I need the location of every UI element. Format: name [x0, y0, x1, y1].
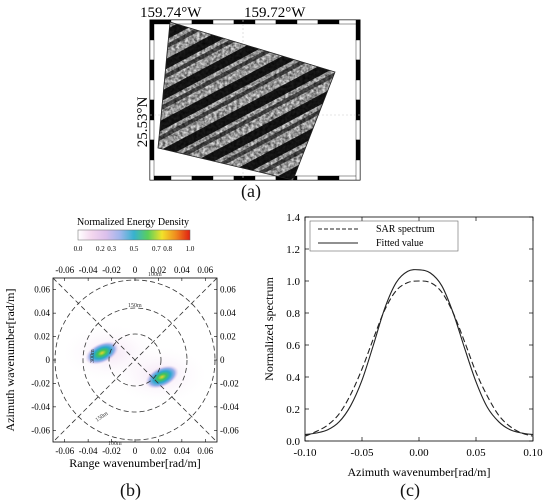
spectrum-xtick-top: 0.02: [151, 265, 167, 275]
chart-ylabel: Normalized spectrum: [262, 277, 276, 381]
spectrum-axis-ticks: -0.06 -0.06 -0.06 -0.06 -0.04 -0.04 -0.04 -0.04…: [31, 265, 239, 456]
chart-ytick-label: 0.4: [286, 372, 300, 384]
chart-ytick-label: 1.2: [286, 244, 300, 256]
chart-xtick-label: -0.10: [294, 447, 317, 459]
spectrum-xtick-bottom: 0: [133, 446, 138, 456]
spectrum-ytick-left: -0.04: [31, 402, 50, 412]
spectrum-xtick-bottom: 0.06: [197, 446, 213, 456]
chart-ytick-label: 0.0: [286, 436, 300, 448]
spectrum-xtick-top: -0.06: [55, 265, 74, 275]
spectrum-ytick-left: 0.06: [34, 285, 50, 295]
ring-label-300m: 300m: [90, 349, 96, 363]
spectrum-ytick-right: 0.06: [220, 285, 236, 295]
spectrum-xlabel: Range wavenumber[rad/m]: [69, 456, 201, 470]
chart-ytick-label: 0.8: [286, 308, 300, 320]
spectrum-xtick-top: -0.04: [79, 265, 98, 275]
colorbar-tick-label: 0.5: [130, 245, 139, 253]
ring-label-100m-top: 100m: [148, 272, 162, 278]
colorbar-tick-label: 0.7: [152, 245, 161, 253]
chart-ytick-label: 1.4: [286, 212, 300, 224]
series-fitted-value: [304, 269, 534, 436]
spectrum-xtick-top: 0.06: [197, 265, 213, 275]
caption-a: (a): [241, 181, 261, 201]
spectrum-xtick-bottom: -0.02: [102, 446, 121, 456]
spectrum-ytick-left: 0.04: [34, 308, 50, 318]
lon-label-2: 159.72°W: [244, 5, 306, 21]
spectrum-xtick-bottom: -0.04: [79, 446, 98, 456]
lon-label-1: 159.74°W: [140, 5, 202, 21]
spectrum-xtick-bottom: -0.06: [55, 446, 74, 456]
chart-axis-ticks: -0.10 -0.05 0.00 0.05 0.10 0.0 0.2 0.4 0.6 0.8 1.0…: [286, 212, 543, 459]
colorbar-tick-label: 0.8: [163, 245, 172, 253]
colorbar-tick-label: 0.0: [74, 245, 83, 253]
chart-xtick-label: 0.05: [466, 447, 486, 459]
spectrum-ytick-left: -0.02: [31, 378, 50, 388]
spectrum-xtick-bottom: 0.02: [151, 446, 167, 456]
spectrum-xtick-top: 0.04: [174, 265, 190, 275]
spectrum-ytick-right: 0: [220, 355, 225, 365]
spectrum-xtick-top: -0.02: [102, 265, 121, 275]
colorbar: [77, 229, 191, 241]
colorbar-tick-label: 0.2: [96, 245, 105, 253]
panel-b-spectrum: Normalized Energy Density 0.0 0.2 0.3 0.5 0.…: [3, 217, 239, 470]
spectrum-ytick-left: 0.02: [34, 332, 50, 342]
spectrum-ytick-left: 0: [46, 355, 51, 365]
spectrum-ytick-right: -0.04: [220, 402, 239, 412]
spectrum-ytick-right: 0.04: [220, 308, 236, 318]
chart-xtick-label: -0.05: [351, 447, 374, 459]
series-sar-spectrum: [304, 280, 534, 437]
spectrum-ytick-right: 0.02: [220, 332, 236, 342]
ring-label-150m-top: 150m: [128, 303, 142, 309]
spectrum-xtick-top: 0: [133, 265, 138, 275]
chart-plot-area: [304, 216, 534, 442]
ring-label-100m-bottom: 100m: [108, 441, 122, 447]
chart-legend: SAR spectrum Fitted value: [309, 220, 459, 252]
lat-label: 25.53°N: [135, 97, 151, 148]
spectrum-ytick-right: -0.02: [220, 378, 239, 388]
chart-ytick-label: 0.6: [286, 340, 300, 352]
spectrum-ylabel: Azimuth wavenumber[rad/m]: [3, 289, 17, 432]
chart-ytick-label: 0.2: [286, 404, 300, 416]
panel-a-map: 159.74°W 159.72°W 25.53°N: [135, 5, 361, 181]
caption-c: (c): [400, 480, 420, 500]
legend-label-sar: SAR spectrum: [376, 224, 435, 235]
panel-c-chart: -0.10 -0.05 0.00 0.05 0.10 0.0 0.2 0.4 0.6 0.8 1.0…: [262, 212, 543, 479]
colorbar-tick-label: 1.0: [186, 245, 195, 253]
colorbar-ticks: 0.0 0.2 0.3 0.5 0.7 0.8 1.0: [74, 245, 195, 253]
spectrum-xtick-bottom: 0.04: [174, 446, 190, 456]
caption-b: (b): [120, 480, 141, 500]
spectrum-ytick-left: -0.06: [31, 425, 50, 435]
colorbar-title: Normalized Energy Density: [77, 217, 189, 228]
chart-series: [304, 269, 534, 437]
spectrum-ytick-right: -0.06: [220, 425, 239, 435]
chart-ytick-label: 1.0: [286, 276, 300, 288]
chart-xtick-label: 0.00: [409, 447, 429, 459]
chart-xlabel: Azimuth wavenumber[rad/m]: [348, 465, 491, 479]
legend-label-fitted: Fitted value: [376, 238, 424, 249]
chart-xtick-label: 0.10: [523, 447, 543, 459]
colorbar-tick-label: 0.3: [107, 245, 116, 253]
spectrum-energy: [53, 278, 217, 442]
